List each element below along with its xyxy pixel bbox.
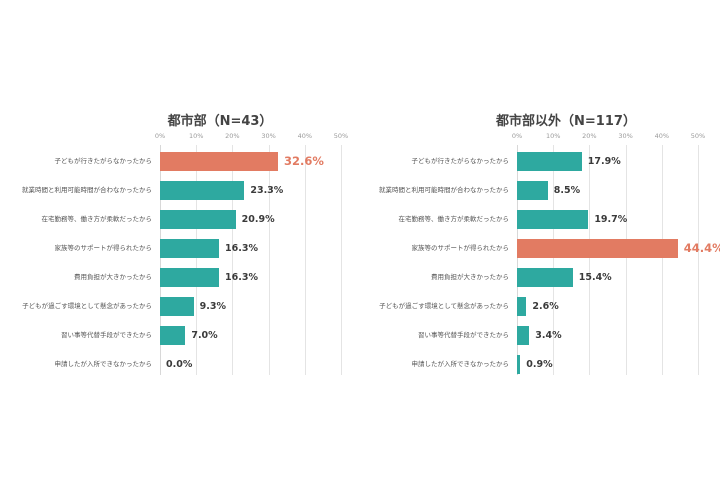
value-label: 32.6%	[284, 154, 324, 168]
category-label: 就業時間と利用可能時間が合わなかったから	[379, 186, 509, 194]
bar	[160, 239, 219, 258]
plot-area: 0% 10% 20% 30% 40% 50% 子どもが行きたがらなかったから 32.6% 就業時…	[22, 132, 348, 375]
bar	[517, 210, 589, 229]
x-tick-label: 30%	[261, 132, 276, 140]
category-label: 子どもが過ごす環境として懸念があったから	[379, 302, 509, 310]
value-label: 19.7%	[594, 214, 628, 225]
category-label: 子どもが行きたがらなかったから	[411, 157, 510, 165]
gridline	[661, 145, 663, 375]
gridline	[304, 145, 306, 375]
gridline	[589, 145, 591, 375]
value-label: 16.3%	[225, 243, 258, 254]
value-label: 3.4%	[535, 330, 562, 341]
x-tick-label: 40%	[654, 132, 670, 140]
value-label: 20.9%	[241, 214, 275, 225]
gridline	[232, 145, 234, 375]
gridline	[517, 145, 518, 375]
category-label: 家族等のサポートが得られたから	[54, 244, 153, 252]
chart-title: 都市部（N=43）	[167, 114, 273, 129]
bar	[517, 326, 530, 345]
bar	[160, 152, 278, 171]
x-tick-label: 40%	[297, 132, 313, 140]
x-tick-label: 10%	[188, 132, 204, 140]
bar	[517, 181, 548, 200]
plot-area: 0% 10% 20% 30% 40% 50% 子どもが行きたがらなかったから 17.9% 就業時…	[379, 132, 720, 375]
category-label: 習い事等代替手段ができたから	[61, 331, 152, 339]
value-label: 44.4%	[683, 241, 720, 255]
bar	[517, 355, 521, 374]
category-label: 申請したが入所できなかったから	[54, 360, 153, 368]
category-label: 費用負担が大きかったから	[431, 273, 509, 281]
x-tick-label: 20%	[225, 132, 240, 140]
bar	[517, 297, 527, 316]
category-label: 費用負担が大きかったから	[74, 273, 152, 281]
gridline	[268, 145, 270, 375]
gridline	[160, 145, 161, 375]
gridline	[553, 145, 555, 375]
bar	[517, 268, 573, 287]
bar	[517, 239, 678, 258]
x-tick-label: 0%	[154, 132, 166, 140]
value-label: 23.3%	[250, 185, 284, 196]
chart-title: 都市部以外（N=117）	[496, 114, 636, 129]
value-label: 7.0%	[191, 330, 218, 341]
x-tick-label: 50%	[333, 132, 349, 140]
x-tick-label: 30%	[618, 132, 633, 140]
gridline	[196, 145, 198, 375]
bar	[160, 297, 194, 316]
bar	[160, 326, 186, 345]
gridline	[698, 145, 699, 375]
category-label: 子どもが過ごす環境として懸念があったから	[22, 302, 152, 310]
x-tick-label: 20%	[582, 132, 597, 140]
category-label: 習い事等代替手段ができたから	[418, 331, 509, 339]
bar	[160, 181, 245, 200]
category-label: 家族等のサポートが得られたから	[411, 244, 510, 252]
x-tick-label: 10%	[545, 132, 561, 140]
category-label: 申請したが入所できなかったから	[411, 360, 510, 368]
category-label: 在宅勤務等、働き方が柔軟だったから	[398, 215, 510, 223]
category-label: 在宅勤務等、働き方が柔軟だったから	[41, 215, 153, 223]
value-label: 0.9%	[526, 359, 553, 370]
value-label: 8.5%	[553, 185, 581, 196]
value-label: 2.6%	[532, 301, 559, 312]
bar	[160, 210, 236, 229]
value-label: 16.3%	[225, 272, 258, 283]
value-label: 0.0%	[166, 359, 193, 370]
value-label: 17.9%	[587, 156, 621, 167]
value-label: 15.4%	[578, 272, 612, 283]
value-label: 9.3%	[199, 301, 227, 312]
bar	[160, 268, 219, 287]
chart-urban: 都市部（N=43） 0% 10% 20% 30% 40% 50% 子どもが行きたがらなかった…	[22, 114, 348, 375]
gridline	[625, 145, 627, 375]
chart-non-urban: 都市部以外（N=117） 0% 10% 20% 30% 40% 50% 子どもが行きたがらな…	[360, 0, 720, 480]
category-label: 就業時間と利用可能時間が合わなかったから	[22, 186, 152, 194]
x-tick-label: 50%	[690, 132, 706, 140]
bar	[517, 152, 582, 171]
gridline	[341, 145, 342, 375]
x-tick-label: 0%	[511, 132, 523, 140]
category-label: 子どもが行きたがらなかったから	[54, 157, 153, 165]
